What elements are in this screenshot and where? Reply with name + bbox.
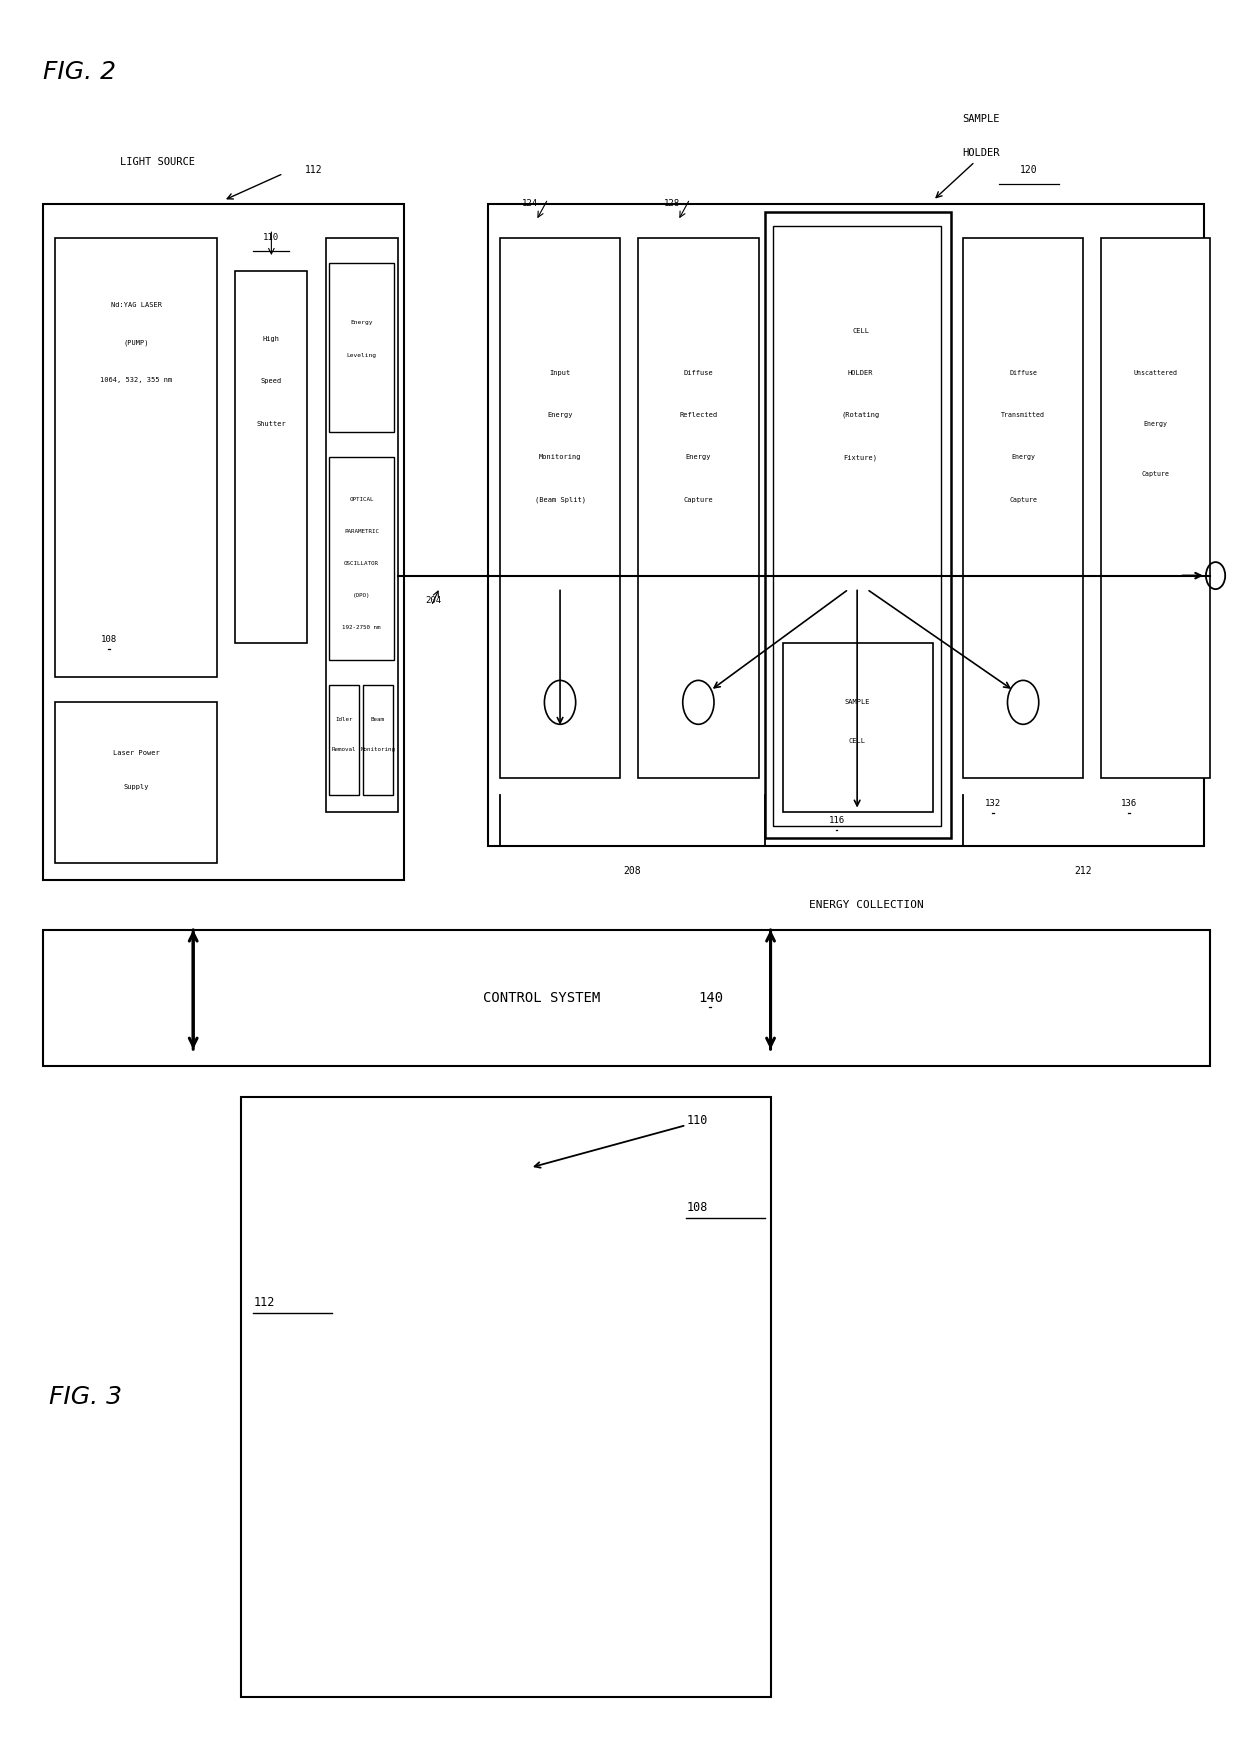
Text: SAMPLE: SAMPLE: [962, 115, 999, 124]
Bar: [782, 643, 932, 812]
Bar: [43, 931, 1209, 1065]
Text: Leveling: Leveling: [347, 353, 377, 358]
Text: CONTROL SYSTEM: CONTROL SYSTEM: [484, 992, 600, 1006]
Text: Capture: Capture: [1142, 471, 1169, 477]
Bar: [236, 271, 308, 643]
Text: Diffuse: Diffuse: [683, 370, 713, 375]
Text: 1064, 532, 355 nm: 1064, 532, 355 nm: [100, 377, 172, 382]
Bar: [242, 1096, 770, 1697]
Text: 140: 140: [698, 992, 723, 1006]
Text: Monitoring: Monitoring: [361, 747, 396, 753]
Text: FIG. 3: FIG. 3: [48, 1385, 122, 1409]
Text: Fixture): Fixture): [843, 454, 878, 461]
Bar: [55, 702, 217, 863]
Bar: [639, 237, 759, 779]
Text: (OPO): (OPO): [353, 594, 371, 599]
Bar: [765, 213, 951, 838]
Text: Transmitted: Transmitted: [1001, 412, 1045, 417]
Text: ENERGY COLLECTION: ENERGY COLLECTION: [810, 901, 924, 910]
Text: (Rotating: (Rotating: [842, 412, 880, 419]
Text: 204: 204: [425, 597, 441, 606]
Text: Nd:YAG LASER: Nd:YAG LASER: [110, 302, 161, 309]
Text: 124: 124: [522, 199, 538, 208]
Bar: [43, 204, 404, 880]
Text: Capture: Capture: [1009, 496, 1037, 503]
Text: Speed: Speed: [260, 379, 281, 384]
Text: High: High: [263, 335, 280, 342]
Text: OSCILLATOR: OSCILLATOR: [343, 560, 379, 566]
Text: Reflected: Reflected: [680, 412, 718, 417]
Text: FIG. 2: FIG. 2: [43, 61, 115, 84]
Text: Beam: Beam: [371, 718, 384, 721]
Text: Idler: Idler: [335, 718, 353, 721]
Text: 128: 128: [663, 199, 680, 208]
Text: PARAMETRIC: PARAMETRIC: [343, 529, 379, 534]
Text: 136: 136: [1121, 800, 1137, 808]
Bar: [55, 237, 217, 677]
Text: Unscattered: Unscattered: [1133, 370, 1178, 375]
Text: Capture: Capture: [683, 496, 713, 503]
Text: OPTICAL: OPTICAL: [350, 498, 373, 503]
Text: Energy: Energy: [351, 320, 373, 325]
Text: HOLDER: HOLDER: [962, 148, 999, 159]
Text: Supply: Supply: [123, 784, 149, 789]
Text: 116: 116: [828, 815, 844, 826]
Text: (PUMP): (PUMP): [123, 339, 149, 346]
Bar: [329, 686, 360, 794]
Text: Shutter: Shutter: [257, 421, 286, 426]
Text: SAMPLE: SAMPLE: [844, 700, 870, 705]
Bar: [773, 225, 941, 826]
Bar: [329, 457, 394, 660]
Text: HOLDER: HOLDER: [848, 370, 873, 375]
Text: 120: 120: [1021, 166, 1038, 175]
Text: Monitoring: Monitoring: [539, 454, 582, 461]
Text: Diffuse: Diffuse: [1009, 370, 1037, 375]
Bar: [487, 204, 1204, 847]
Bar: [329, 264, 394, 431]
Bar: [363, 686, 393, 794]
Text: 108: 108: [100, 636, 117, 644]
Text: 192-2750 nm: 192-2750 nm: [342, 625, 381, 630]
Bar: [500, 237, 620, 779]
Text: 112: 112: [253, 1296, 275, 1308]
Text: Input: Input: [549, 370, 570, 375]
Text: 108: 108: [687, 1201, 708, 1213]
Text: 208: 208: [624, 866, 641, 876]
Text: 110: 110: [263, 234, 279, 243]
Text: 110: 110: [687, 1114, 708, 1126]
Bar: [1101, 237, 1209, 779]
Text: CELL: CELL: [848, 739, 866, 744]
Bar: [325, 237, 398, 812]
Text: CELL: CELL: [852, 328, 869, 333]
Text: Laser Power: Laser Power: [113, 751, 160, 756]
Text: Removal: Removal: [332, 747, 356, 753]
Text: 112: 112: [305, 166, 322, 175]
Text: (Beam Split): (Beam Split): [534, 496, 585, 503]
Text: Energy: Energy: [1011, 454, 1035, 461]
Text: Energy: Energy: [686, 454, 711, 461]
Bar: [963, 237, 1084, 779]
Text: LIGHT SOURCE: LIGHT SOURCE: [119, 157, 195, 166]
Text: 132: 132: [985, 800, 1001, 808]
Text: Energy: Energy: [1143, 421, 1167, 426]
Text: Energy: Energy: [547, 412, 573, 417]
Text: 212: 212: [1074, 866, 1092, 876]
